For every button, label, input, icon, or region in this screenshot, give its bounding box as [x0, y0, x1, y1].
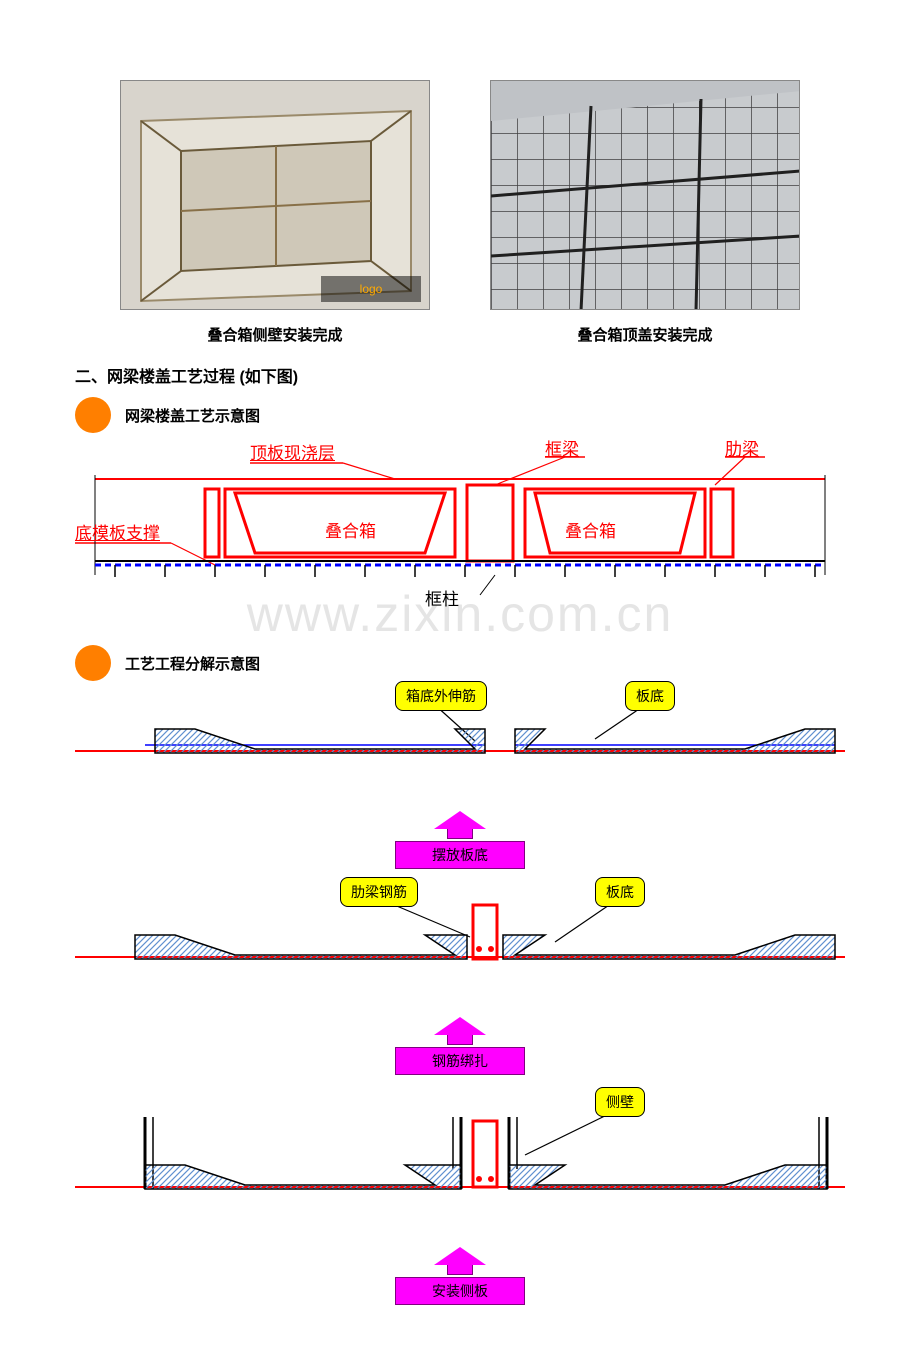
label-bottom-support: 底模板支撑: [75, 519, 160, 544]
step-1-label: 摆放板底: [395, 841, 525, 869]
step-2-diagram: 肋梁钢筋 板底: [75, 887, 845, 987]
photo-left: logo: [120, 80, 430, 310]
label-frame-beam: 框梁: [545, 435, 579, 460]
callout-step2-a: 肋梁钢筋: [340, 877, 418, 907]
step-3-label: 安装侧板: [395, 1277, 525, 1305]
photo-right-caption: 叠合箱顶盖安装完成: [577, 324, 712, 345]
label-box-right: 叠合箱: [565, 517, 616, 542]
step-1-arrow: 摆放板底: [75, 811, 845, 869]
main-diagram-svg: [75, 445, 845, 615]
bullet-1-text: 网梁楼盖工艺示意图: [125, 405, 260, 426]
section-2-title: 二、网梁楼盖工艺过程 (如下图): [75, 363, 845, 387]
callout-step1-a: 箱底外伸筋: [395, 681, 487, 711]
photo-left-caption: 叠合箱侧壁安装完成: [207, 324, 342, 345]
bullet-2: 工艺工程分解示意图: [75, 645, 845, 681]
orange-dot-icon: [75, 645, 111, 681]
orange-dot-icon: [75, 397, 111, 433]
photo-left-box: logo 叠合箱侧壁安装完成: [120, 80, 430, 345]
label-rib-beam: 肋梁: [725, 435, 759, 460]
callout-step3-a: 侧壁: [595, 1087, 645, 1117]
label-top-layer: 顶板现浇层: [250, 439, 335, 464]
bullet-2-text: 工艺工程分解示意图: [125, 653, 260, 674]
photo-right-box: 叠合箱顶盖安装完成: [490, 80, 800, 345]
step-3-diagram: 侧壁: [75, 1097, 845, 1217]
photo-row: logo 叠合箱侧壁安装完成 叠合箱顶盖安装完成: [75, 80, 845, 345]
step-3-svg: [75, 1097, 845, 1207]
step-2-label: 钢筋绑扎: [395, 1047, 525, 1075]
step-2-svg: [75, 887, 845, 977]
step-1-diagram: 箱底外伸筋 板底: [75, 691, 845, 781]
bullet-1: 网梁楼盖工艺示意图: [75, 397, 845, 433]
main-diagram: 顶板现浇层 框梁 肋梁 底模板支撑 叠合箱 叠合箱 框柱: [75, 445, 845, 635]
callout-step1-b: 板底: [625, 681, 675, 711]
step-3-arrow: 安装侧板: [75, 1247, 845, 1305]
svg-text:logo: logo: [360, 282, 383, 296]
step-2-arrow: 钢筋绑扎: [75, 1017, 845, 1075]
label-frame-column: 框柱: [425, 585, 459, 610]
photo-right: [490, 80, 800, 310]
label-box-left: 叠合箱: [325, 517, 376, 542]
callout-step2-b: 板底: [595, 877, 645, 907]
